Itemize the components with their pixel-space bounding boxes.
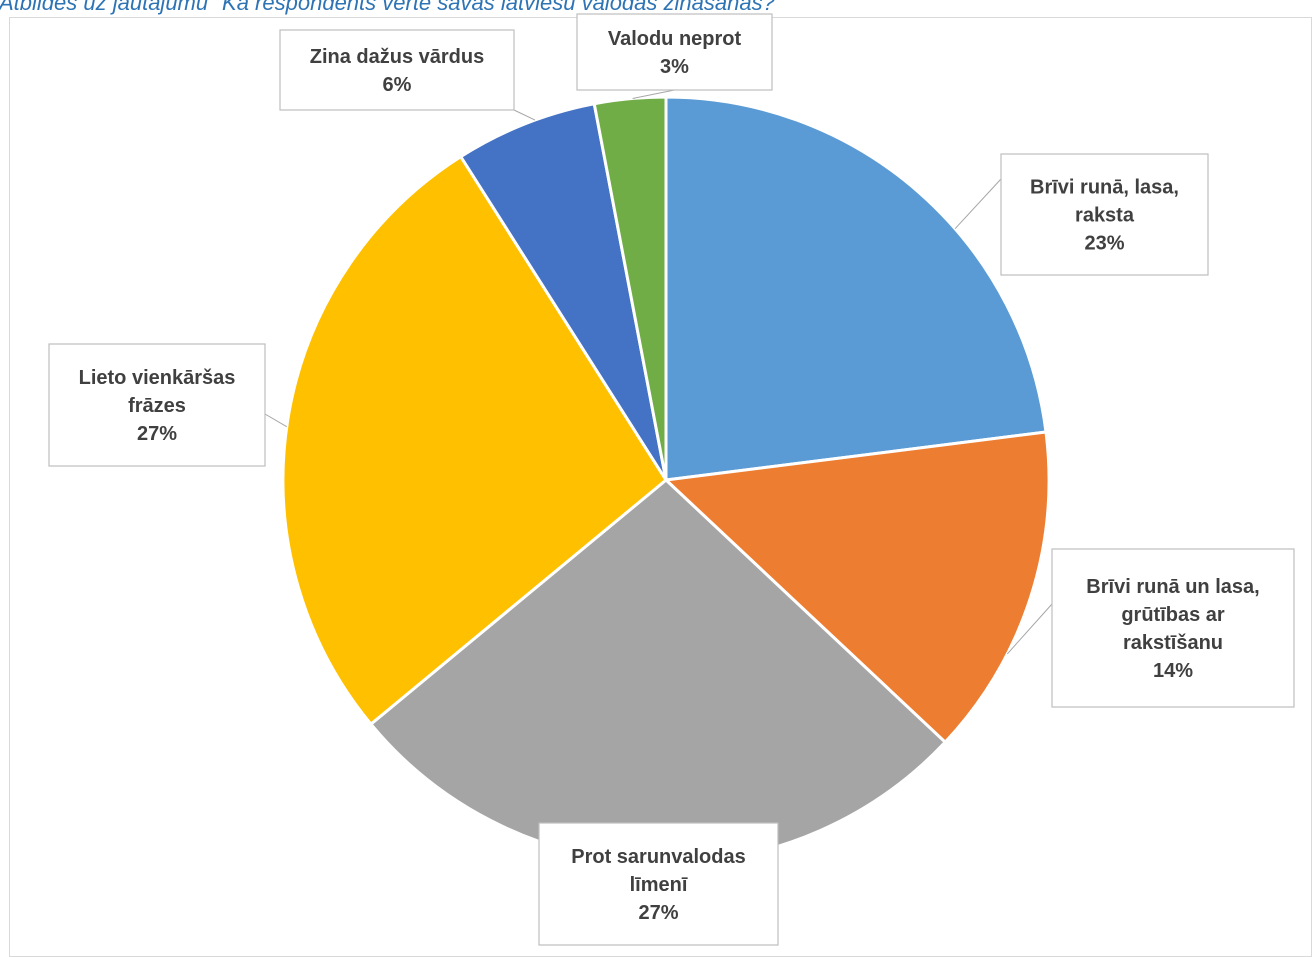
label-box — [576, 13, 773, 91]
data-label-zina-dazus-vardus: Zina dažus vārdus 6% — [279, 29, 536, 121]
label-category-text: raksta — [1075, 205, 1135, 227]
label-percent: 3% — [660, 56, 689, 78]
label-percent: 27% — [638, 902, 678, 924]
pie-slice-brivi-runa-un-lasa-grutibas-ar-rakstisanu — [662, 430, 1051, 745]
leader-line — [513, 109, 536, 121]
label-percent: 27% — [137, 423, 177, 445]
data-label-lieto-vienkarsas-frazes: Lieto vienkāršas frāzes 27% — [48, 343, 287, 467]
leader-line — [264, 413, 287, 428]
label-percent: 23% — [1084, 233, 1124, 255]
pie-slice-lieto-vienkarsas-frazes — [281, 154, 668, 727]
label-category-text: Zina dažus vārdus — [310, 46, 485, 68]
label-box — [1000, 153, 1209, 276]
leader-line — [1006, 603, 1053, 655]
pie-slice-brivi-runa-lasa-raksta — [664, 95, 1048, 482]
label-category-text: Brīvi runā un lasa, — [1086, 576, 1259, 598]
leader-line — [954, 178, 1002, 230]
label-box — [538, 822, 779, 946]
label-category-text: frāzes — [128, 395, 186, 417]
label-category-text: rakstīšanu — [1123, 632, 1223, 654]
leader-line — [632, 89, 675, 99]
label-category-text: Lieto vienkāršas — [79, 367, 236, 389]
label-category-text: Prot sarunvalodas — [571, 846, 746, 868]
data-label-brivi-runa-lasa-raksta: Brīvi runā, lasa, raksta 23% — [954, 153, 1209, 276]
data-label-prot-sarunvalodas-limeni: Prot sarunvalodas līmenī 27% — [538, 822, 779, 946]
label-percent: 6% — [383, 74, 412, 96]
pie-slice-valodu-neprot — [592, 95, 668, 481]
label-box — [279, 29, 515, 111]
label-category-text: Brīvi runā, lasa, — [1030, 177, 1179, 199]
label-category-text: grūtības ar — [1121, 604, 1225, 626]
label-category-text: Valodu neprot — [608, 28, 742, 50]
label-category-text: līmenī — [630, 874, 688, 896]
data-label-valodu-neprot: Valodu neprot 3% — [576, 13, 773, 99]
label-percent: 14% — [1153, 660, 1193, 682]
chart-caption: Atbildes uz jautājumu "Kā respondents vē… — [0, 0, 783, 15]
pie-slice-zina-dazus-vardus — [458, 102, 668, 481]
data-label-brivi-runa-un-lasa-grutibas-ar-rakstisanu: Brīvi runā un lasa, grūtības ar rakstīšanu… — [1006, 548, 1295, 708]
label-box — [48, 343, 266, 467]
label-box — [1051, 548, 1295, 708]
